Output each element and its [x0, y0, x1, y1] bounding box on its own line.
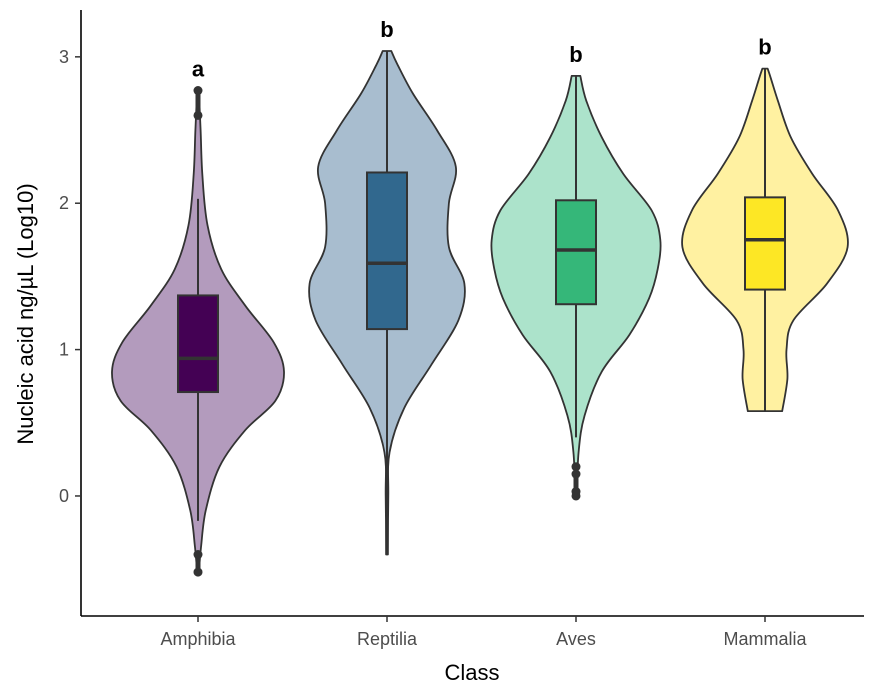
- box-layer: [177, 50, 786, 577]
- outlier-point: [193, 86, 203, 96]
- significance-label-reptilia: b: [380, 17, 393, 42]
- x-axis-ticks: Amphibia Reptilia Aves Mammalia: [160, 616, 807, 649]
- y-tick-label: 1: [59, 340, 69, 360]
- y-tick-label: 2: [59, 193, 69, 213]
- x-axis-title: Class: [444, 660, 499, 685]
- outlier-point: [193, 110, 203, 120]
- y-tick-label: 3: [59, 47, 69, 67]
- box-reptilia: [366, 171, 408, 331]
- outlier-point: [193, 550, 203, 560]
- y-axis-title: Nucleic acid ng/µL (Log10): [13, 183, 38, 444]
- outlier-point: [193, 567, 203, 577]
- y-axis-ticks: 0 1 2 3: [59, 47, 81, 506]
- significance-layer: a b b b: [192, 17, 772, 82]
- box-mammalia: [744, 196, 786, 291]
- x-tick-label-reptilia: Reptilia: [357, 629, 418, 649]
- significance-label-aves: b: [569, 42, 582, 67]
- y-tick-label: 0: [59, 486, 69, 506]
- significance-label-amphibia: a: [192, 57, 205, 82]
- violin-layer: [111, 50, 849, 573]
- outlier-point: [571, 462, 581, 472]
- x-tick-label-amphibia: Amphibia: [160, 629, 236, 649]
- significance-label-mammalia: b: [758, 35, 771, 60]
- outlier-point: [571, 487, 581, 497]
- outlier-point: [571, 469, 581, 479]
- box-aves: [555, 199, 597, 306]
- x-tick-label-aves: Aves: [556, 629, 596, 649]
- box-amphibia: [177, 294, 219, 394]
- x-tick-label-mammalia: Mammalia: [723, 629, 807, 649]
